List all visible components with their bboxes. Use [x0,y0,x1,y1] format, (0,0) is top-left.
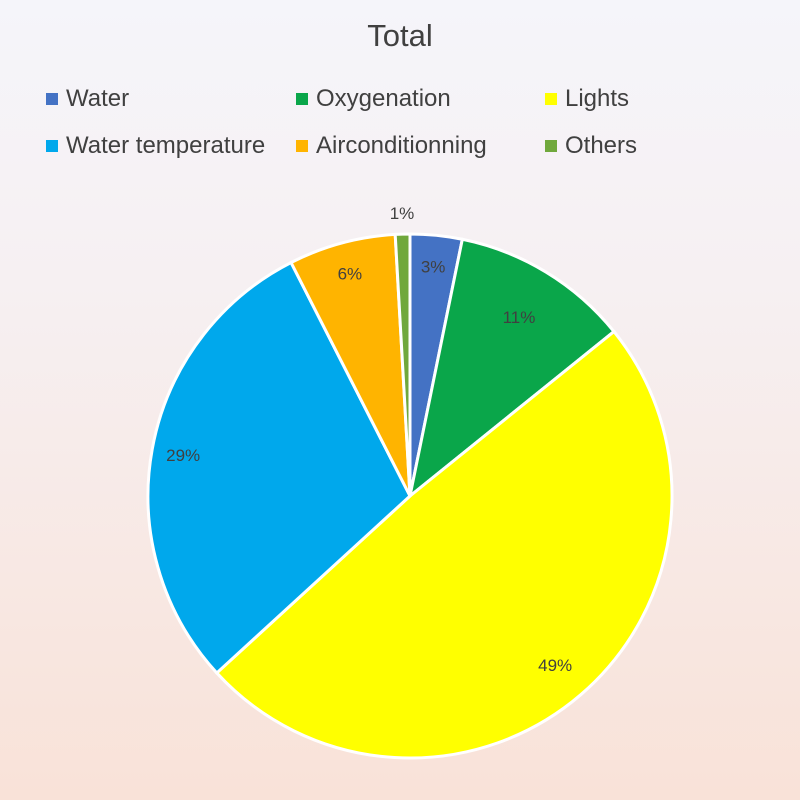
legend-label: Others [565,132,638,159]
pie-slice-airconditionning [289,232,412,497]
data-label: 49% [538,656,572,675]
legend-item: Others [545,131,637,161]
data-label: 1% [390,204,415,223]
legend-item: Lights [545,84,629,114]
chart-title: Total [367,18,433,53]
legend-label: Lights [565,85,630,112]
pie-slice-water-temperature [146,260,412,676]
legend-item: Airconditionning [296,131,487,161]
legend-swatch [545,93,557,105]
legend-item: Oxygenation [296,84,451,114]
legend-item: Water [46,84,129,114]
data-label: 3% [421,258,446,277]
pie-slice-others [393,232,412,497]
legend-swatch [296,93,308,105]
legend-swatch [545,140,557,152]
legend-label: Water [66,85,130,112]
pie-slice-lights [214,329,674,760]
legend-label: Water temperature [66,132,266,159]
data-label: 29% [166,446,200,465]
legend-swatch [296,140,308,152]
legend-item: Water temperature [46,131,265,161]
data-label: 11% [503,308,536,327]
legend-label: Airconditionning [316,132,487,159]
legend-label: Oxygenation [316,85,451,112]
data-label: 6% [338,264,363,283]
pie-slice-oxygenation [407,237,617,500]
legend-swatch [46,140,58,152]
legend-swatch [46,93,58,105]
